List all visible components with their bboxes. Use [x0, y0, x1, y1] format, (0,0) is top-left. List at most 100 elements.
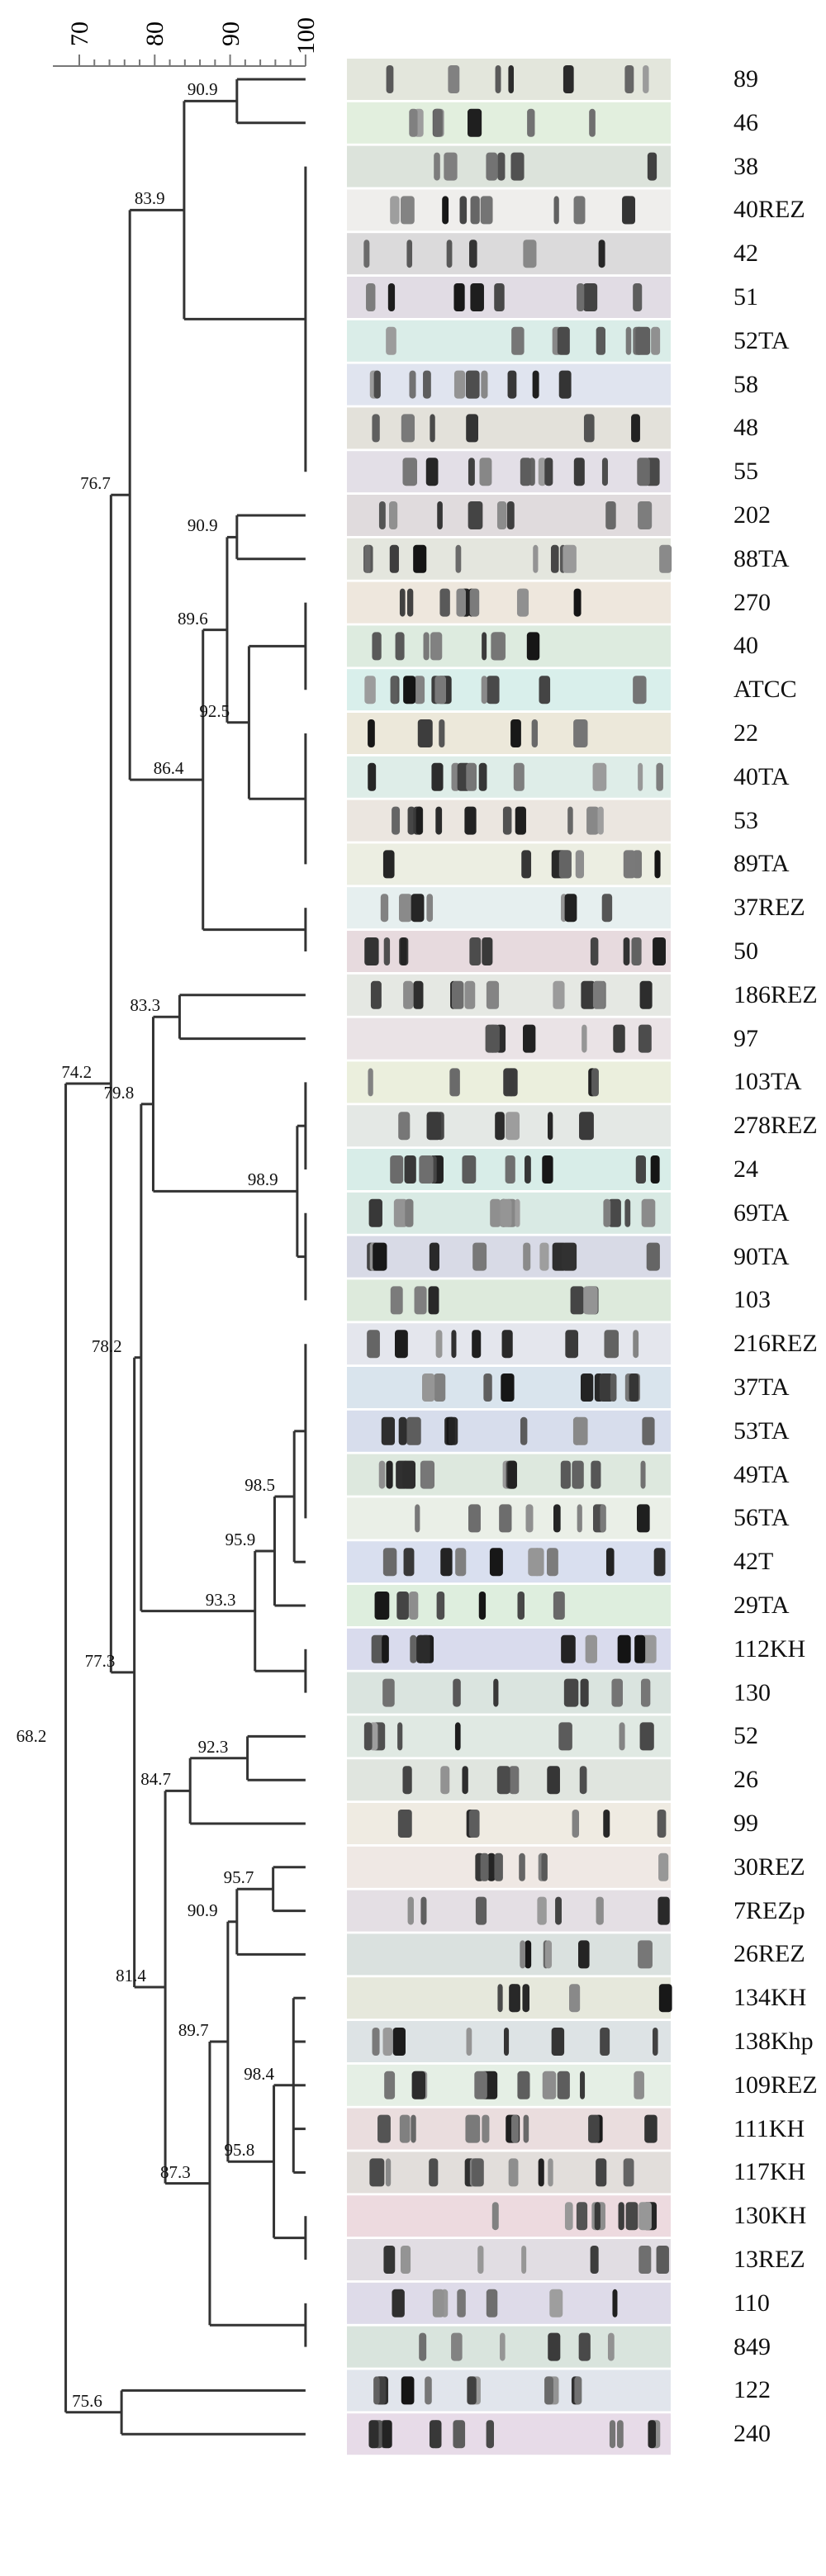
gel-band: [466, 762, 477, 791]
leaf-label: 240: [733, 2420, 771, 2448]
node-similarity-label: 95.8: [224, 2140, 255, 2161]
gel-band: [497, 1984, 503, 2013]
gel-band: [381, 1416, 396, 1445]
leaf-label: 51: [733, 283, 758, 311]
leaf-label: 40: [733, 632, 758, 660]
gel-band: [439, 588, 450, 617]
gel-band: [573, 458, 585, 486]
gel-lane: [347, 1890, 671, 1932]
gel-band: [638, 1940, 653, 1969]
gel-band: [650, 1155, 660, 1184]
gel-band: [434, 152, 440, 181]
gel-band: [525, 1155, 531, 1184]
gel-band: [478, 762, 487, 791]
gel-band: [572, 1416, 588, 1445]
gel-band: [495, 65, 501, 93]
gel-band: [623, 850, 636, 879]
axis-tick-label: 90: [216, 21, 244, 46]
gel-band: [579, 1766, 587, 1795]
gel-lane: [347, 1977, 671, 2019]
gel-lane: [347, 974, 671, 1016]
gel-band: [440, 1548, 453, 1577]
gel-band: [435, 1330, 443, 1359]
gel-band: [453, 2420, 466, 2449]
gel-band: [539, 1242, 549, 1271]
gel-band: [527, 108, 535, 137]
gel-band: [436, 1592, 445, 1620]
node-similarity-label: 83.3: [130, 995, 161, 1016]
gel-band: [378, 1460, 386, 1489]
leaf-label: 202: [733, 501, 771, 529]
gel-band: [382, 850, 395, 879]
gel-lane: [347, 1585, 671, 1626]
leaf-label: 122: [733, 2376, 771, 2404]
gel-band: [600, 1504, 605, 1533]
gel-band: [603, 1810, 610, 1838]
gel-band: [639, 980, 653, 1009]
gel-band: [469, 937, 482, 965]
gel-band: [382, 2028, 393, 2056]
gel-band: [539, 676, 551, 704]
gel-band: [562, 1242, 577, 1271]
gel-band: [638, 1024, 652, 1053]
gel-band: [548, 2332, 561, 2361]
gel-band: [658, 1984, 672, 2013]
gel-lane: [347, 2370, 671, 2412]
gel-band: [423, 370, 431, 399]
gel-band: [490, 1198, 501, 1227]
gel-lane: [347, 451, 671, 493]
leaf-label: 89TA: [733, 850, 790, 878]
gel-band: [425, 458, 439, 486]
gel-band: [403, 676, 416, 704]
gel-band: [403, 980, 414, 1009]
gel-band: [482, 2114, 490, 2143]
gel-band: [542, 2071, 557, 2099]
gel-band: [430, 414, 435, 443]
gel-band: [646, 1242, 660, 1271]
gel-band: [635, 326, 651, 355]
node-similarity-label: 76.7: [80, 473, 111, 494]
leaf-label: 26REZ: [733, 1940, 805, 1968]
gel-band: [592, 762, 607, 791]
gel-lane: [347, 1410, 671, 1452]
gel-band: [430, 632, 443, 661]
gel-band: [470, 196, 480, 225]
leaf-label: 37REZ: [733, 894, 805, 922]
gel-band: [541, 1853, 548, 1881]
gel-band: [389, 544, 399, 573]
leaf-label: 112KH: [733, 1634, 806, 1663]
gel-band: [435, 806, 443, 835]
node-similarity-label: 84.7: [140, 1769, 171, 1790]
gel-band: [623, 2158, 634, 2187]
gel-band: [586, 806, 600, 835]
gel-band: [384, 2071, 396, 2099]
gel-lane: [347, 277, 671, 318]
gel-band: [623, 937, 630, 965]
gel-band: [555, 1896, 562, 1925]
gel-band: [633, 676, 647, 704]
gel-band: [459, 196, 468, 225]
gel-band: [570, 1286, 585, 1315]
leaf-label: 46: [733, 108, 758, 136]
gel-band: [601, 458, 608, 486]
gel-band: [489, 1548, 503, 1577]
gel-band: [528, 1548, 541, 1577]
gel-band: [520, 1940, 525, 1969]
gel-band: [406, 240, 413, 268]
gel-band: [457, 2289, 466, 2317]
gel-band: [392, 2289, 405, 2317]
gel-lane: [347, 1628, 671, 1670]
gel-band: [567, 806, 573, 835]
gel-band: [399, 2114, 411, 2143]
gel-lane: [347, 843, 671, 885]
leaf-label: 88TA: [733, 544, 790, 572]
gel-band: [591, 1068, 599, 1097]
gel-band: [634, 2071, 644, 2099]
gel-lane: [347, 1933, 671, 1976]
gel-band: [440, 1766, 450, 1795]
axis-tick-label: 80: [141, 21, 169, 46]
gel-band: [401, 196, 415, 225]
gel-band: [582, 283, 598, 311]
gel-band: [431, 762, 444, 791]
gel-band: [451, 2332, 463, 2361]
